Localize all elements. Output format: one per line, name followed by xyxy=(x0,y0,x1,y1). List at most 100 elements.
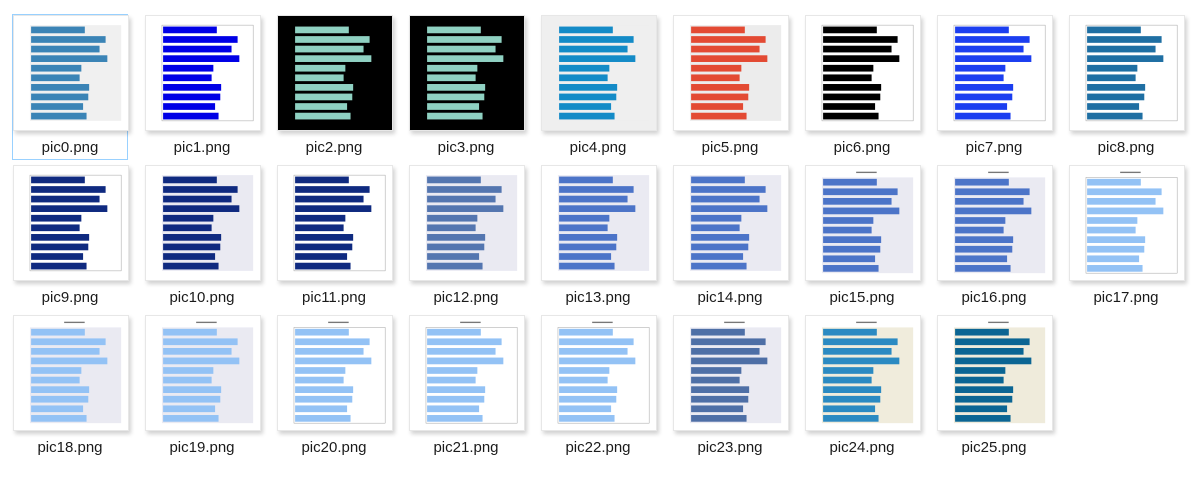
thumbnail-bar xyxy=(295,405,348,413)
thumbnail-bar xyxy=(823,217,874,224)
thumbnail-bar xyxy=(955,395,1013,403)
thumbnail-bar xyxy=(1087,236,1146,243)
thumbnail-bar xyxy=(823,103,876,110)
file-item[interactable]: pic1.png xyxy=(144,14,261,160)
file-item[interactable]: pic6.png xyxy=(804,14,921,160)
thumbnail-bar xyxy=(427,338,502,346)
thumbnail-bar xyxy=(691,386,750,393)
thumbnail-bar xyxy=(823,405,876,413)
file-item[interactable]: pic19.png xyxy=(144,314,261,460)
thumbnail-bar xyxy=(163,347,232,355)
file-item[interactable]: pic23.png xyxy=(672,314,789,460)
thumbnail-bar xyxy=(31,112,87,120)
thumbnail-bar xyxy=(163,224,212,232)
thumbnail-bar xyxy=(955,93,1013,101)
thumbnail-bar xyxy=(823,207,900,215)
thumbnail-bar xyxy=(163,26,217,34)
thumbnail-bar xyxy=(31,234,90,241)
thumbnail-bar xyxy=(691,347,760,355)
file-item[interactable]: pic8.png xyxy=(1068,14,1185,160)
file-item[interactable]: pic18.png xyxy=(12,314,129,460)
file-item[interactable]: pic25.png xyxy=(936,314,1053,460)
thumbnail-bar xyxy=(691,205,768,212)
file-thumbnail xyxy=(805,315,921,431)
file-name-label: pic18.png xyxy=(37,439,103,456)
thumbnail-bar xyxy=(31,45,100,53)
thumbnail-bar xyxy=(823,45,892,53)
file-item[interactable]: pic13.png xyxy=(540,164,657,310)
file-item[interactable]: pic0.png xyxy=(12,14,129,160)
thumbnail-bar xyxy=(691,55,768,62)
thumbnail-bar xyxy=(163,93,221,101)
thumbnail-bar xyxy=(427,84,486,91)
file-item[interactable]: pic15.png xyxy=(804,164,921,310)
file-item[interactable]: pic7.png xyxy=(936,14,1053,160)
file-name-label: pic1.png xyxy=(173,139,231,156)
thumbnail-bar xyxy=(295,103,348,110)
thumbnail-bar xyxy=(559,234,618,241)
file-name-label: pic21.png xyxy=(433,439,499,456)
file-name-label: pic16.png xyxy=(961,289,1027,306)
file-thumbnail xyxy=(541,15,657,131)
thumbnail-bar xyxy=(295,214,346,222)
file-item[interactable]: pic4.png xyxy=(540,14,657,160)
file-item[interactable]: pic17.png xyxy=(1068,164,1185,310)
thumbnail-bar xyxy=(31,93,89,101)
thumbnail-bar xyxy=(559,347,628,355)
file-item[interactable]: pic14.png xyxy=(672,164,789,310)
thumbnail-bar xyxy=(427,243,485,251)
thumbnail-bar xyxy=(691,262,747,270)
file-item[interactable]: pic5.png xyxy=(672,14,789,160)
thumbnail-bar xyxy=(31,338,106,346)
file-thumbnail xyxy=(937,315,1053,431)
thumbnail-bar xyxy=(427,367,478,374)
file-item[interactable]: pic22.png xyxy=(540,314,657,460)
thumbnail-title-mark xyxy=(988,321,1009,324)
thumbnail-bar xyxy=(955,197,1024,205)
thumbnail-bar xyxy=(691,26,745,34)
thumbnail-bar xyxy=(163,395,221,403)
thumbnail-bar xyxy=(163,405,216,413)
file-name-label: pic17.png xyxy=(1093,289,1159,306)
thumbnail-bar xyxy=(1087,265,1143,272)
thumbnail-bar xyxy=(691,395,749,403)
thumbnail-bar xyxy=(823,226,872,234)
thumbnail-bar xyxy=(1087,55,1164,62)
thumbnail-bar xyxy=(691,224,740,232)
bar-chart-thumbnail xyxy=(542,166,656,280)
file-item[interactable]: pic2.png xyxy=(276,14,393,160)
thumbnail-bar xyxy=(163,64,214,72)
file-item[interactable]: pic9.png xyxy=(12,164,129,310)
bar-chart-thumbnail xyxy=(938,166,1052,280)
file-item[interactable]: pic16.png xyxy=(936,164,1053,310)
file-item[interactable]: pic21.png xyxy=(408,314,525,460)
file-item[interactable]: pic11.png xyxy=(276,164,393,310)
thumbnail-bar xyxy=(295,415,351,422)
file-item[interactable]: pic20.png xyxy=(276,314,393,460)
file-item[interactable]: pic24.png xyxy=(804,314,921,460)
file-item[interactable]: pic12.png xyxy=(408,164,525,310)
thumbnail-bar xyxy=(955,207,1032,215)
file-item[interactable]: pic3.png xyxy=(408,14,525,160)
thumbnail-bar xyxy=(955,84,1014,91)
thumbnail-bar xyxy=(427,415,483,422)
bar-chart-thumbnail xyxy=(542,16,656,130)
file-thumbnail xyxy=(277,15,393,131)
thumbnail-bar xyxy=(691,415,747,422)
thumbnail-bar xyxy=(163,74,212,82)
thumbnail-title-mark xyxy=(856,171,877,174)
thumbnail-bar xyxy=(955,328,1009,336)
thumbnail-bar xyxy=(163,367,214,374)
thumbnail-bar xyxy=(1087,255,1140,263)
thumbnail-bar xyxy=(163,195,232,203)
thumbnail-bar xyxy=(295,386,354,393)
file-item[interactable]: pic10.png xyxy=(144,164,261,310)
thumbnail-bar xyxy=(295,376,344,384)
thumbnail-bar xyxy=(427,103,480,110)
thumbnail-bar xyxy=(295,176,349,184)
thumbnail-bar xyxy=(691,405,744,413)
thumbnail-title-mark xyxy=(988,171,1009,174)
file-thumbnail xyxy=(937,15,1053,131)
file-thumbnail xyxy=(673,165,789,281)
thumbnail-bar xyxy=(559,357,636,365)
